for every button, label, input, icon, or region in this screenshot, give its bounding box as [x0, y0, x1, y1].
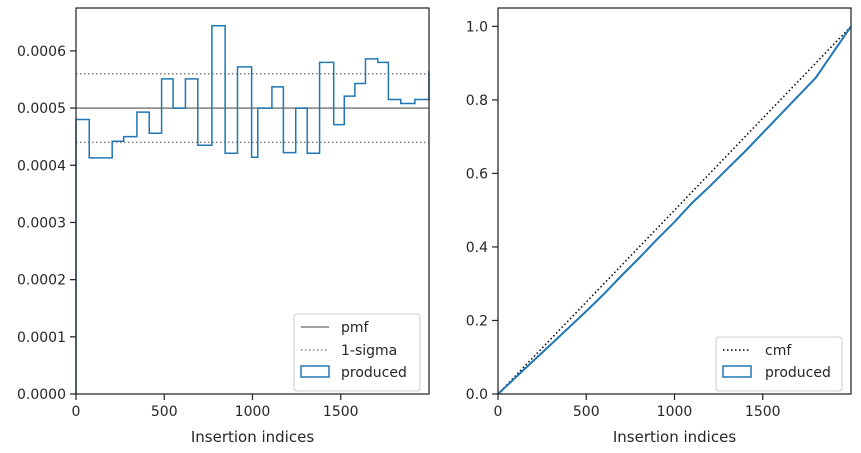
legend-produced-label-right: produced: [765, 365, 831, 381]
legend-produced-swatch: [300, 365, 330, 378]
y-tick-label: 0.0000: [17, 387, 66, 403]
y-tick-label: 0.0002: [17, 273, 66, 289]
y-tick-label: 0.6: [466, 166, 488, 182]
cmf-panel: 0.0 0.2 0.4 0.6 0.8 1.0 0 500 1000 1500 Insertio…: [466, 7, 852, 446]
left-y-ticks: 0.0000 0.0001 0.0002 0.0003 0.0004 0.0005 0.00…: [17, 44, 76, 403]
y-tick-label: 1.0: [466, 19, 488, 35]
left-x-axis-label: Insertion indices: [191, 428, 314, 446]
x-tick-label: 0: [72, 404, 81, 420]
legend-cmf-label: cmf: [765, 343, 792, 359]
x-tick-label: 500: [151, 404, 178, 420]
produced-cumulative-line: [497, 25, 852, 395]
right-x-ticks: 0 500 1000 1500: [494, 394, 781, 420]
y-tick-label: 0.0006: [17, 44, 66, 60]
right-axes-frame: [497, 7, 852, 395]
legend-pmf-label: pmf: [341, 320, 370, 336]
x-tick-label: 500: [573, 404, 600, 420]
y-tick-label: 0.0005: [17, 101, 66, 117]
cmf-line: [497, 25, 852, 395]
right-x-axis-label: Insertion indices: [613, 428, 736, 446]
pmf-panel: 0.0000 0.0001 0.0002 0.0003 0.0004 0.0005 0.00…: [17, 7, 430, 446]
y-tick-label: 0.8: [466, 93, 488, 109]
y-tick-label: 0.2: [466, 313, 488, 329]
legend-1-sigma-label: 1-sigma: [341, 343, 397, 359]
right-legend: cmf produced: [715, 336, 843, 392]
right-y-ticks: 0.0 0.2 0.4 0.6 0.8 1.0: [466, 19, 498, 403]
reference-lines: [76, 73, 429, 144]
left-legend: pmf 1-sigma produced: [293, 313, 421, 392]
x-tick-label: 1500: [745, 404, 781, 420]
x-tick-label: 1000: [235, 404, 271, 420]
left-x-ticks: 0 500 1000 1500: [72, 394, 359, 420]
legend-produced-swatch-right: [722, 365, 752, 378]
left-legend-box: [293, 313, 421, 392]
y-tick-label: 0.4: [466, 240, 488, 256]
y-tick-label: 0.0001: [17, 330, 66, 346]
y-tick-label: 0.0003: [17, 215, 66, 231]
y-tick-label: 0.0004: [17, 158, 66, 174]
legend-produced-label: produced: [341, 365, 407, 381]
x-tick-label: 1500: [323, 404, 359, 420]
produced-histogram: [75, 24, 430, 394]
x-tick-label: 1000: [657, 404, 693, 420]
x-tick-label: 0: [494, 404, 503, 420]
y-tick-label: 0.0: [466, 387, 488, 403]
